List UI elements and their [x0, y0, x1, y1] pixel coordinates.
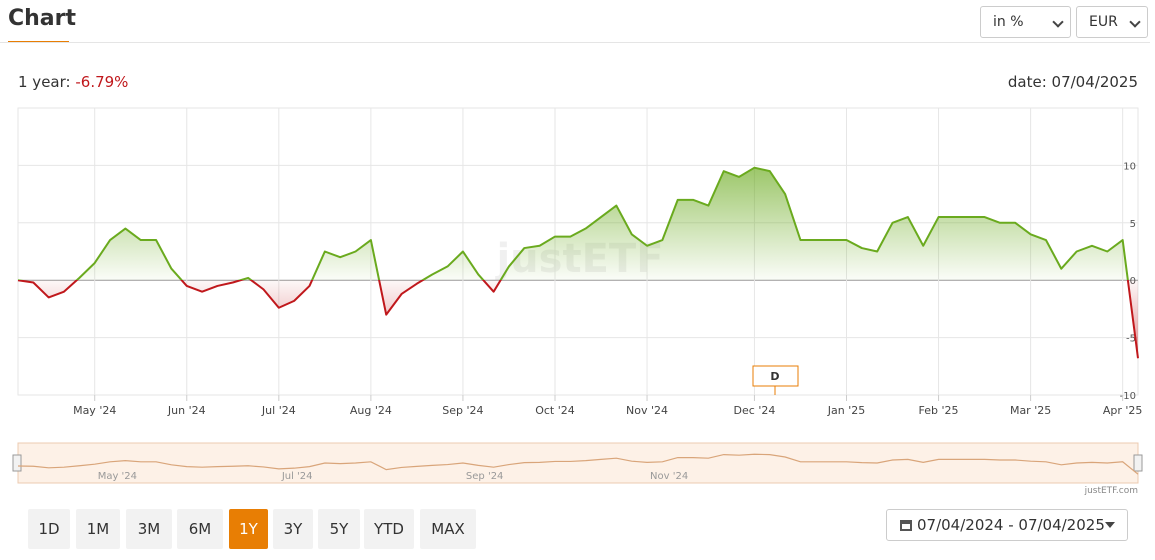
- range-button[interactable]: 3Y: [273, 509, 313, 549]
- range-button[interactable]: 3M: [126, 509, 172, 549]
- line: [17, 166, 1139, 359]
- credit: justETF.com: [1084, 486, 1138, 496]
- y-tick-label: 5: [1130, 219, 1136, 230]
- navigator-label: Jul '24: [281, 471, 313, 482]
- navigator[interactable]: [17, 442, 1139, 484]
- period-label: 1 year:: [18, 73, 71, 91]
- unit-select[interactable]: in %: [980, 6, 1071, 38]
- dropdown-icon: [1105, 522, 1115, 528]
- x-tick-label: May '24: [73, 404, 116, 417]
- x-tick-label: Mar '25: [1010, 404, 1051, 417]
- date-range-picker[interactable]: 07/04/2024 - 07/04/2025: [886, 509, 1128, 541]
- navigator-label: May '24: [98, 471, 137, 482]
- x-tick-label: Jun '24: [167, 404, 206, 417]
- y-tick-label: -10: [1120, 391, 1136, 402]
- navigator-label: Nov '24: [650, 471, 688, 482]
- x-tick-label: Sep '24: [442, 404, 483, 417]
- divider: [0, 42, 1150, 43]
- x-tick-label: Jan '25: [827, 404, 865, 417]
- range-button[interactable]: YTD: [364, 509, 414, 549]
- x-tick-label: Apr '25: [1103, 404, 1143, 417]
- x-tick-label: Aug '24: [350, 404, 392, 417]
- y-tick-label: 10: [1123, 161, 1136, 172]
- x-tick-label: Feb '25: [919, 404, 959, 417]
- navigator-handle[interactable]: [1133, 454, 1143, 472]
- range-button[interactable]: 1D: [28, 509, 70, 549]
- section-title: Chart: [8, 6, 77, 31]
- calendar-icon: [900, 520, 912, 531]
- flag-label: D: [770, 370, 779, 383]
- range-button[interactable]: 1M: [76, 509, 120, 549]
- navigator-line: [17, 453, 1139, 475]
- navigator-label: Sep '24: [466, 471, 504, 482]
- range-button[interactable]: 6M: [177, 509, 223, 549]
- range-button[interactable]: MAX: [420, 509, 476, 549]
- date-range: 07/04/2024 - 07/04/2025: [917, 516, 1105, 534]
- navigator-handle[interactable]: [12, 454, 22, 472]
- range-button[interactable]: 5Y: [318, 509, 360, 549]
- date-label: date: 07/04/2025: [1007, 73, 1138, 91]
- chart: justETF justETF.com -10-50510May '24May …: [12, 107, 1143, 496]
- range-button[interactable]: 1Y: [229, 509, 268, 549]
- performance-summary: 1 year: -6.79%: [18, 73, 128, 91]
- y-tick-label: -5: [1126, 334, 1136, 345]
- x-tick-label: Jul '24: [261, 404, 296, 417]
- x-tick-label: Dec '24: [734, 404, 776, 417]
- performance-value: -6.79%: [75, 73, 129, 91]
- currency-select[interactable]: EUR: [1076, 6, 1148, 38]
- x-tick-label: Nov '24: [626, 404, 668, 417]
- area: [18, 167, 1138, 359]
- x-tick-label: Oct '24: [535, 404, 575, 417]
